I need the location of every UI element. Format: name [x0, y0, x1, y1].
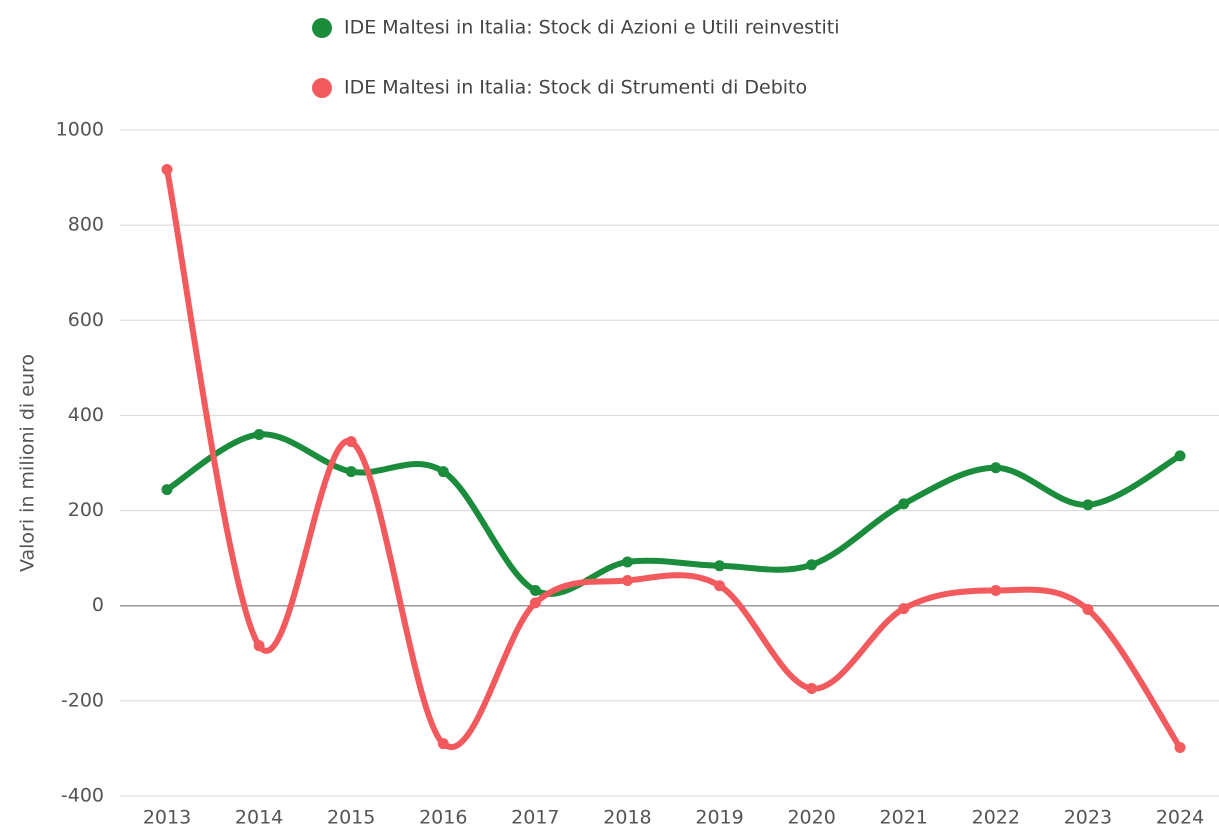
data-point	[345, 436, 357, 448]
series-line	[164, 166, 1183, 751]
data-point	[529, 584, 541, 596]
x-tick-label: 2013	[143, 807, 191, 829]
data-point	[714, 560, 726, 572]
data-point	[806, 559, 818, 571]
y-tick-label: 200	[68, 499, 104, 521]
x-tick-label: 2019	[695, 807, 743, 829]
legend-marker	[312, 18, 332, 38]
y-tick-label: 1000	[56, 119, 104, 141]
y-tick-label: 600	[68, 309, 104, 331]
x-tick-label: 2022	[972, 807, 1020, 829]
series-line	[164, 431, 1183, 597]
x-tick-label: 2021	[880, 807, 928, 829]
y-tick-label: 0	[92, 594, 104, 616]
data-point	[161, 163, 173, 175]
data-point	[621, 575, 633, 587]
x-tick-label: 2024	[1156, 807, 1204, 829]
data-point	[1174, 450, 1186, 462]
data-point	[161, 484, 173, 496]
data-point	[437, 738, 449, 750]
data-point	[898, 498, 910, 510]
y-tick-label: 400	[68, 404, 104, 426]
data-point	[990, 584, 1002, 596]
x-tick-label: 2018	[603, 807, 651, 829]
legend-label: IDE Maltesi in Italia: Stock di Azioni e…	[344, 17, 840, 39]
y-tick-label: 800	[68, 214, 104, 236]
y-tick-label: -400	[61, 785, 104, 807]
x-tick-label: 2017	[511, 807, 559, 829]
x-tick-label: 2014	[235, 807, 283, 829]
data-point	[898, 603, 910, 615]
data-point	[1174, 741, 1186, 753]
data-point	[806, 682, 818, 694]
x-tick-label: 2023	[1064, 807, 1112, 829]
legend: IDE Maltesi in Italia: Stock di Azioni e…	[312, 17, 840, 99]
y-tick-label: -200	[61, 689, 104, 711]
data-point	[990, 462, 1002, 474]
data-point	[1082, 604, 1094, 616]
data-point	[529, 597, 541, 609]
x-tick-label: 2015	[327, 807, 375, 829]
y-axis-label: Valori in milioni di euro	[17, 354, 39, 572]
data-point	[253, 428, 265, 440]
x-tick-label: 2020	[787, 807, 835, 829]
legend-label: IDE Maltesi in Italia: Stock di Strument…	[344, 77, 807, 99]
x-tick-label: 2016	[419, 807, 467, 829]
data-point	[621, 556, 633, 568]
legend-marker	[312, 78, 332, 98]
data-point	[714, 580, 726, 592]
data-point	[253, 640, 265, 652]
data-point	[437, 466, 449, 478]
data-point	[345, 466, 357, 478]
data-point	[1082, 499, 1094, 511]
